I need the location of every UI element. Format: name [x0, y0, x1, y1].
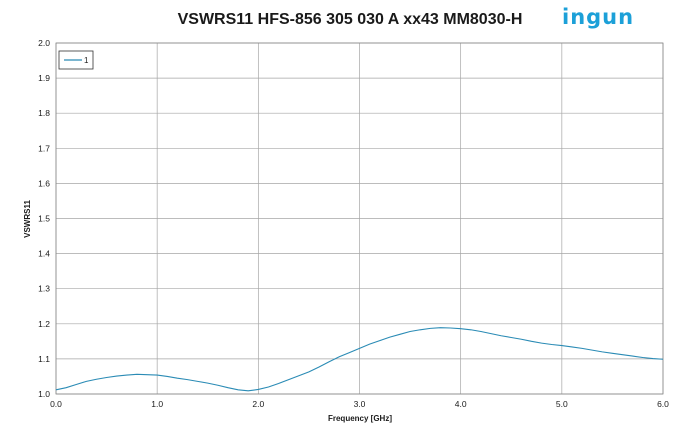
y-tick-label: 1.6 — [38, 178, 50, 188]
legend-label: 1 — [84, 56, 89, 65]
x-tick-label: 6.0 — [657, 399, 669, 409]
y-tick-label: 2.0 — [38, 38, 50, 48]
y-tick-label: 1.5 — [38, 214, 50, 224]
x-axis-label: Frequency [GHz] — [328, 414, 392, 423]
grid — [55, 42, 664, 395]
y-tick-label: 1.1 — [38, 354, 50, 364]
plot-frame — [55, 42, 664, 395]
y-tick-label: 1.8 — [38, 108, 50, 118]
series-line-1 — [55, 327, 664, 392]
legend: 1 — [58, 50, 94, 70]
x-tick-label: 5.0 — [556, 399, 568, 409]
x-tick-label: 3.0 — [354, 399, 366, 409]
y-tick-label: 1.2 — [38, 319, 50, 329]
y-tick-label: 1.4 — [38, 249, 50, 259]
x-tick-label: 4.0 — [455, 399, 467, 409]
y-tick-label: 1.9 — [38, 73, 50, 83]
chart-title: VSWRS11 HFS-856 305 030 A xx43 MM8030-H — [178, 11, 523, 28]
ingun-logo: ingun — [562, 5, 634, 29]
x-tick-label: 0.0 — [50, 399, 62, 409]
x-tick-label: 1.0 — [151, 399, 163, 409]
x-tick-label: 2.0 — [252, 399, 264, 409]
y-axis-label: VSWRS11 — [23, 200, 32, 238]
y-tick-label: 1.7 — [38, 143, 50, 153]
x-axis-ticks: 0.0 1.0 2.0 3.0 4.0 5.0 6.0 — [50, 399, 669, 409]
y-axis-ticks: 1.0 1.1 1.2 1.3 1.4 1.5 1.6 1.7 1.8 1.9 2.0 — [38, 38, 50, 399]
y-tick-label: 1.0 — [38, 389, 50, 399]
y-tick-label: 1.3 — [38, 284, 50, 294]
